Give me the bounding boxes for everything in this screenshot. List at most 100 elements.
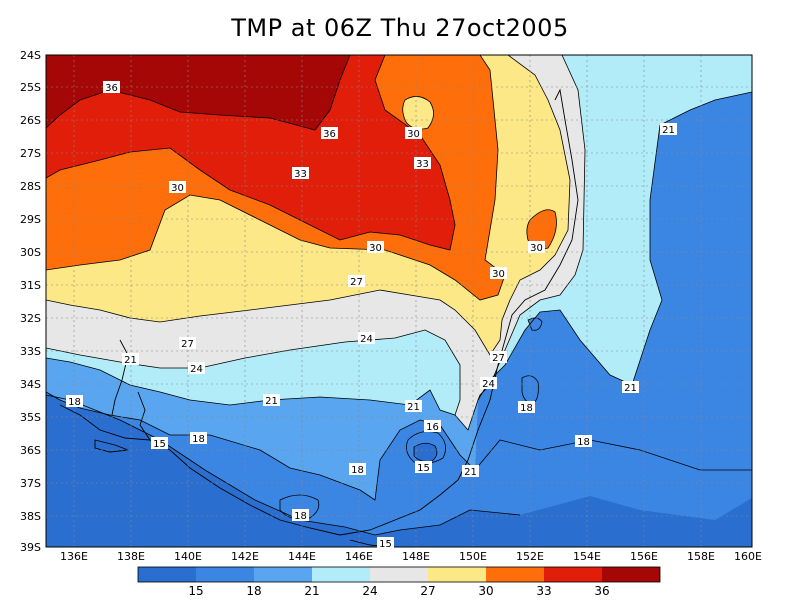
colorbar-tick-label: 36 [594, 584, 609, 598]
lon-label: 150E [459, 550, 487, 563]
australia-east-coast [457, 88, 579, 481]
lat-label: 34S [20, 378, 41, 391]
lon-label: 154E [573, 550, 601, 563]
bass-strait [349, 539, 395, 547]
svg-text:18: 18 [294, 511, 307, 522]
longitude-labels: 136E 138E 140E 142E 144E 146E 148E 150E … [60, 550, 762, 563]
warm-pocket-30-east [526, 209, 557, 249]
colorbar-tick-label: 15 [188, 584, 203, 598]
map-title: TMP at 06Z Thu 27oct2005 [231, 14, 569, 42]
svg-text:27: 27 [350, 277, 363, 288]
colorbar-tick-label: 30 [478, 584, 493, 598]
contour-label-18: 18 [575, 435, 592, 448]
warm-pocket-30 [402, 96, 434, 130]
colorbar-swatch [138, 567, 196, 582]
contour-label-33: 33 [414, 157, 431, 170]
colorbar-tick-label: 21 [304, 584, 319, 598]
svg-text:15: 15 [379, 539, 392, 550]
contour-label-24: 24 [480, 377, 497, 390]
lat-label: 35S [20, 411, 41, 424]
cool-pocket-18-east [522, 375, 539, 404]
svg-text:18: 18 [192, 434, 205, 445]
lat-label: 38S [20, 510, 41, 523]
lat-label: 25S [20, 81, 41, 94]
contour-label-18: 18 [190, 432, 207, 445]
lon-label: 156E [630, 550, 658, 563]
contour-label-21: 21 [405, 400, 422, 413]
svg-text:30: 30 [407, 129, 420, 140]
contour-label-21: 21 [462, 465, 479, 478]
svg-text:18: 18 [351, 465, 364, 476]
lon-label: 142E [231, 550, 259, 563]
contour-label-21: 21 [122, 353, 139, 366]
cool-pocket-15 [414, 443, 437, 462]
latitude-labels: 24S 25S 26S 27S 28S 29S 30S 31S 32S 33S … [20, 49, 41, 554]
colorbar-swatch [544, 567, 602, 582]
colorbar-tick-label: 27 [420, 584, 435, 598]
lat-label: 37S [20, 477, 41, 490]
colorbar-tick-label: 24 [362, 584, 377, 598]
lat-label: 27S [20, 147, 41, 160]
lon-label: 136E [60, 550, 88, 563]
svg-text:18: 18 [577, 437, 590, 448]
contour-label-21: 21 [622, 381, 639, 394]
contour-label-24: 24 [188, 362, 205, 375]
contour-label-15: 15 [415, 461, 432, 474]
lon-label: 158E [687, 550, 715, 563]
lat-label: 28S [20, 180, 41, 193]
coastline [59, 88, 579, 547]
lat-label: 26S [20, 114, 41, 127]
svg-text:15: 15 [153, 439, 166, 450]
contour-label-27: 27 [179, 337, 196, 350]
contour-label-36: 36 [321, 127, 338, 140]
svg-text:33: 33 [294, 169, 307, 180]
lon-label: 140E [174, 550, 202, 563]
kangaroo-island [94, 439, 129, 453]
svg-text:21: 21 [464, 467, 477, 478]
svg-text:18: 18 [68, 397, 81, 408]
contour-label-15: 15 [377, 537, 394, 550]
svg-text:15: 15 [417, 463, 430, 474]
svg-text:24: 24 [190, 364, 203, 375]
lon-label: 148E [402, 550, 430, 563]
band-33-36 [46, 55, 455, 250]
lat-label: 33S [20, 345, 41, 358]
lat-label: 29S [20, 213, 41, 226]
colorbar-tick-label: 33 [536, 584, 551, 598]
colorbar-swatch [428, 567, 486, 582]
colorbar-swatch [254, 567, 312, 582]
gulf-st-vincent [137, 391, 151, 441]
svg-text:18: 18 [520, 403, 533, 414]
lat-label: 32S [20, 312, 41, 325]
contour-label-21: 21 [263, 394, 280, 407]
lon-label: 144E [288, 550, 316, 563]
contour-label-16: 16 [424, 420, 441, 433]
contour-label-18: 18 [349, 463, 366, 476]
spencer-gulf [111, 339, 129, 416]
colorbar-border [137, 566, 661, 583]
svg-text:36: 36 [323, 129, 336, 140]
lat-label: 30S [20, 246, 41, 259]
contour-label-18: 18 [292, 509, 309, 522]
lon-label: 138E [117, 550, 145, 563]
colorbar-swatch [370, 567, 428, 582]
svg-text:24: 24 [482, 379, 495, 390]
cool-pocket-18-south [280, 495, 319, 520]
contour-label-30: 30 [367, 241, 384, 254]
contour-label-18: 18 [518, 401, 535, 414]
australia-south-coast [59, 404, 459, 536]
colorbar-swatch [196, 567, 254, 582]
svg-text:27: 27 [492, 353, 505, 364]
svg-text:21: 21 [662, 125, 675, 136]
contour-label-24: 24 [358, 332, 375, 345]
lon-label: 160E [734, 550, 762, 563]
svg-text:30: 30 [369, 243, 382, 254]
svg-text:21: 21 [624, 383, 637, 394]
cool-pocket-21-small [528, 317, 542, 331]
contour-label-30: 30 [405, 127, 422, 140]
svg-text:30: 30 [171, 183, 184, 194]
colorbar-swatch [602, 567, 660, 582]
svg-text:21: 21 [407, 402, 420, 413]
colorbar-swatch [486, 567, 544, 582]
lat-label: 31S [20, 279, 41, 292]
